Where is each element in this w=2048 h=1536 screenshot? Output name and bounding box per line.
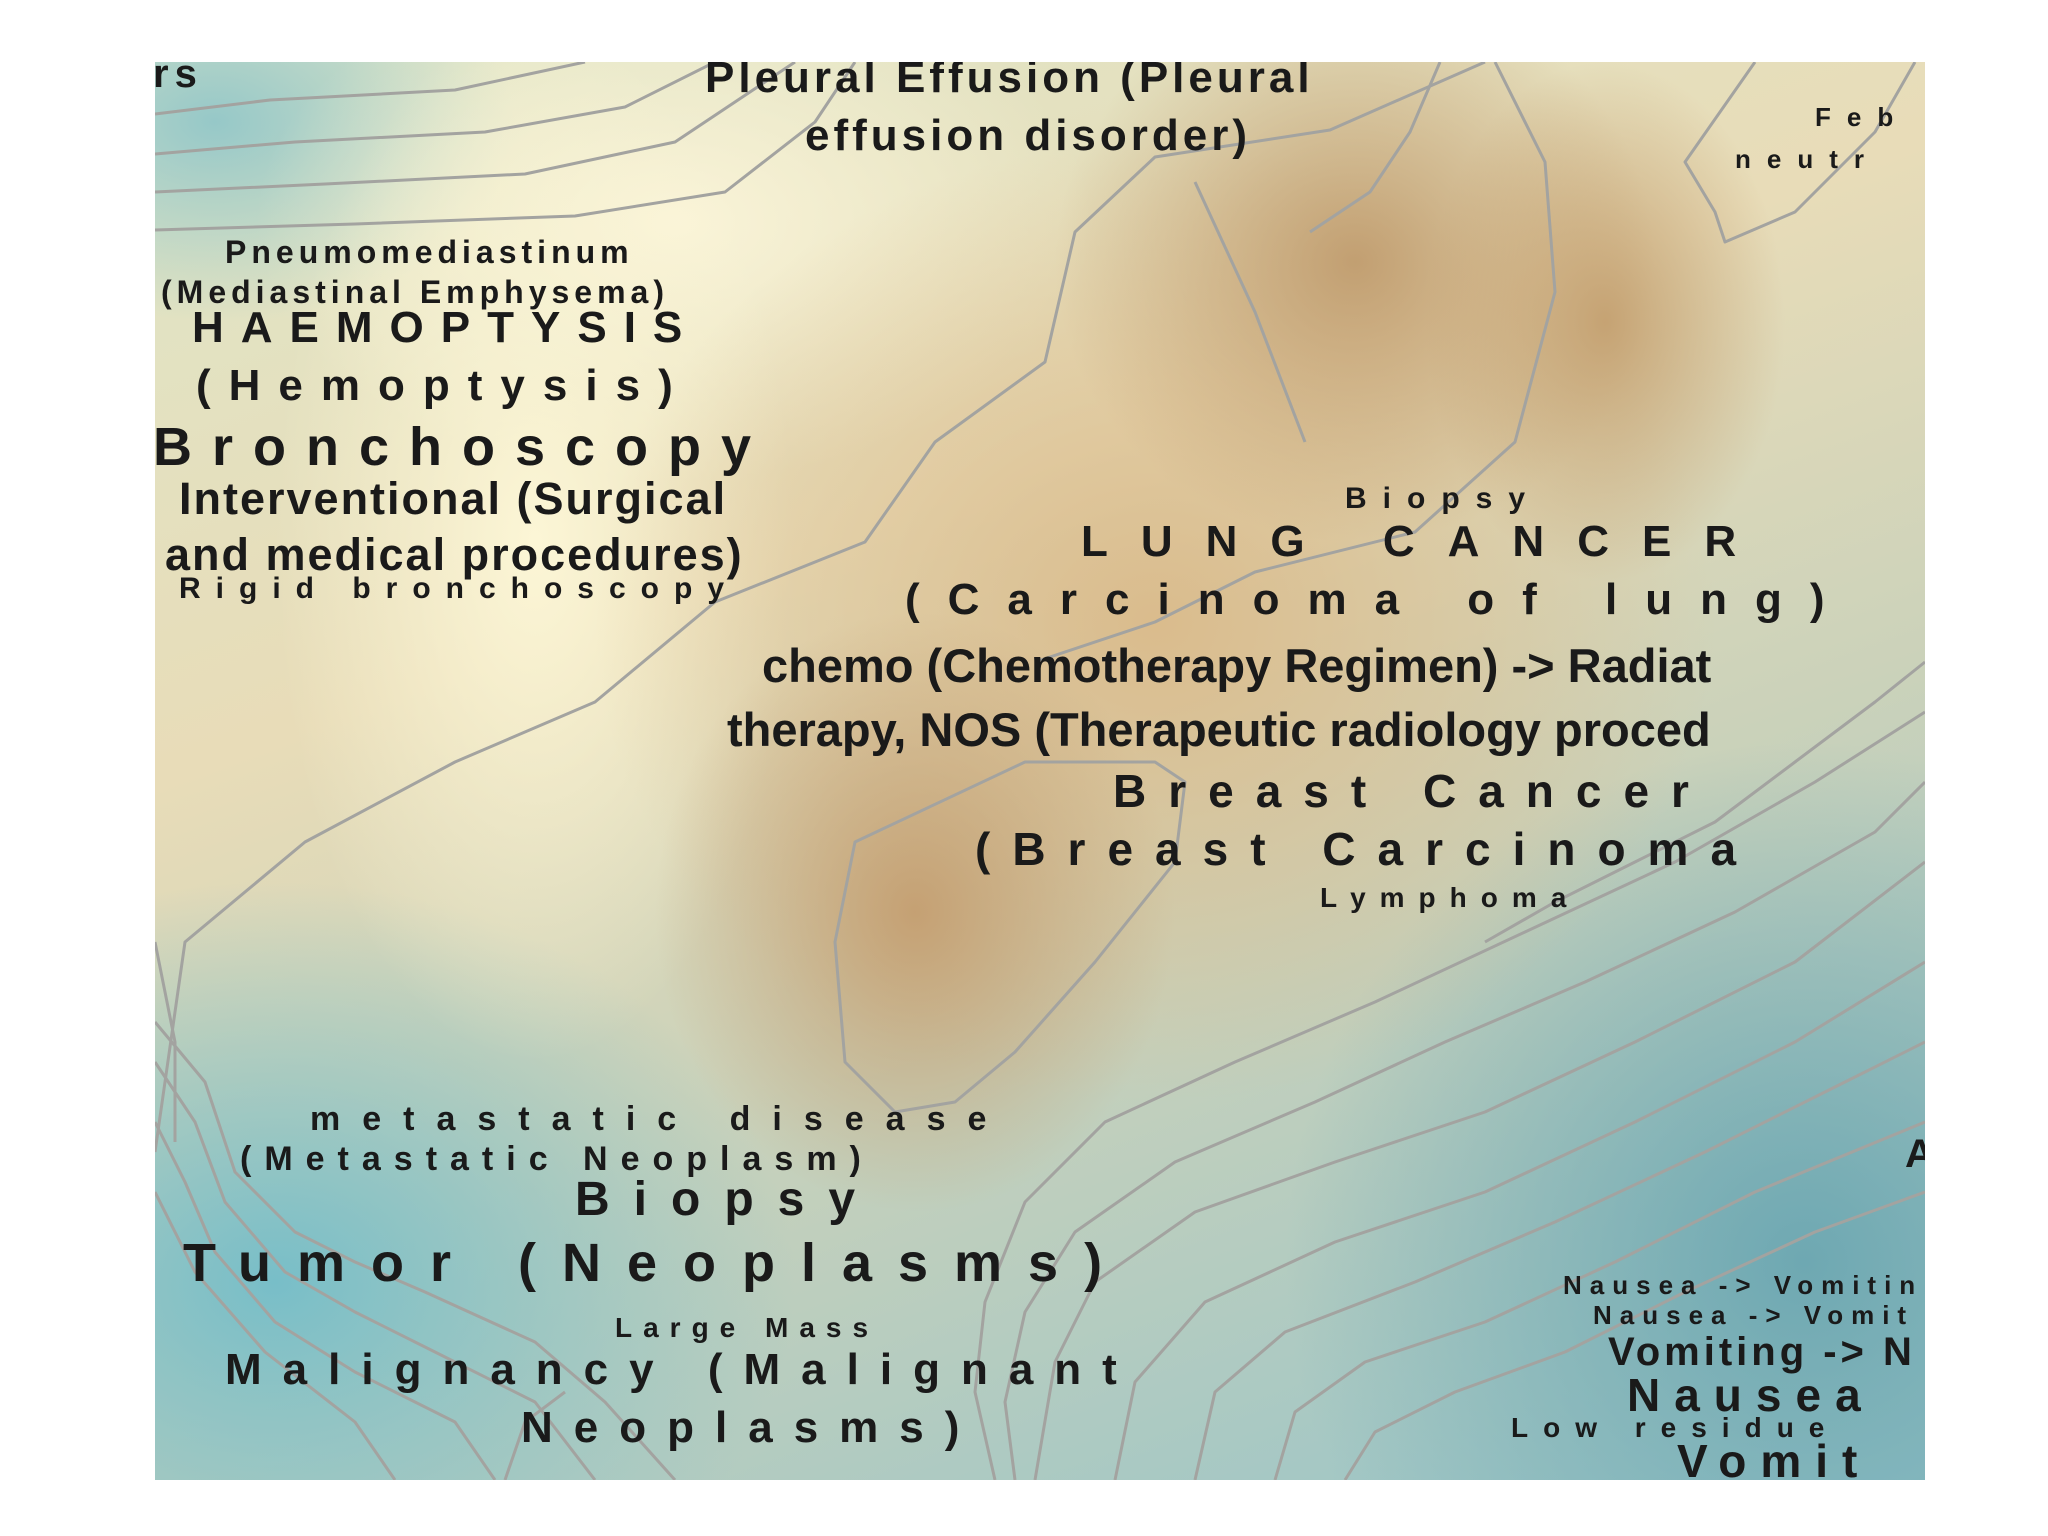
corner-fragment-label[interactable]: rs (155, 62, 203, 96)
metastatic-neoplasm-label[interactable]: (Metastatic Neoplasm) (240, 1140, 874, 1178)
lymphoma-label[interactable]: Lymphoma (1320, 882, 1581, 913)
carcinoma-of-lung-label[interactable]: (Carcinoma of lung) (905, 575, 1853, 624)
a-fragment-label[interactable]: A (1905, 1132, 1925, 1176)
topic-map: rs Pleural Effusion (Pleural effusion di… (155, 62, 1925, 1480)
malignancy-label-line2[interactable]: Neoplasms) (521, 1403, 981, 1452)
lung-cancer-label[interactable]: LUNG CANCER (1081, 517, 1770, 566)
nausea-vomiting-label-line1[interactable]: Nausea -> Vomitin (1563, 1270, 1924, 1300)
feb-fragment-label[interactable]: Feb (1815, 102, 1910, 132)
pneumomediastinum-label[interactable]: Pneumomediastinum (225, 234, 634, 270)
interventional-label-line2[interactable]: and medical procedures) (165, 529, 744, 580)
chemo-label-line1[interactable]: chemo (Chemotherapy Regimen) -> Radiat (762, 639, 1712, 692)
mediastinal-emphysema-label[interactable]: (Mediastinal Emphysema) (161, 274, 669, 310)
metastatic-disease-label[interactable]: metastatic disease (310, 1100, 1009, 1138)
breast-carcinoma-label[interactable]: (Breast Carcinoma (975, 823, 1759, 875)
bronchoscopy-label[interactable]: Bronchoscopy (155, 417, 772, 477)
chemo-label-line2[interactable]: therapy, NOS (Therapeutic radiology proc… (727, 703, 1711, 756)
neutr-fragment-label[interactable]: neutr (1735, 144, 1880, 174)
vomit-label[interactable]: Vomit (1677, 1435, 1872, 1480)
large-mass-label[interactable]: Large Mass (615, 1312, 880, 1343)
pleural-effusion-label-line2[interactable]: effusion disorder) (805, 111, 1252, 160)
rigid-bronchoscopy-label[interactable]: Rigid bronchoscopy (179, 572, 740, 605)
interventional-label-line1[interactable]: Interventional (Surgical (179, 473, 728, 524)
malignancy-label-line1[interactable]: Malignancy (Malignant (225, 1345, 1138, 1394)
haemoptysis-label[interactable]: HAEMOPTYSIS (192, 303, 700, 352)
contour-lines (155, 62, 1925, 1480)
nausea-label[interactable]: Nausea (1627, 1369, 1875, 1421)
vomiting-arrow-label[interactable]: Vomiting -> N (1608, 1330, 1916, 1374)
biopsy-large-label[interactable]: Biopsy (575, 1173, 880, 1226)
low-residue-label[interactable]: Low residue (1511, 1412, 1840, 1443)
tumor-label[interactable]: Tumor (Neoplasms) (183, 1233, 1129, 1293)
hemoptysis-label[interactable]: (Hemoptysis) (196, 361, 691, 410)
breast-cancer-label[interactable]: Breast Cancer (1113, 765, 1711, 817)
nausea-vomiting-label-line2[interactable]: Nausea -> Vomit (1593, 1300, 1915, 1330)
pleural-effusion-label-line1[interactable]: Pleural Effusion (Pleural (705, 62, 1314, 102)
biopsy-small-label[interactable]: Biopsy (1345, 482, 1542, 515)
